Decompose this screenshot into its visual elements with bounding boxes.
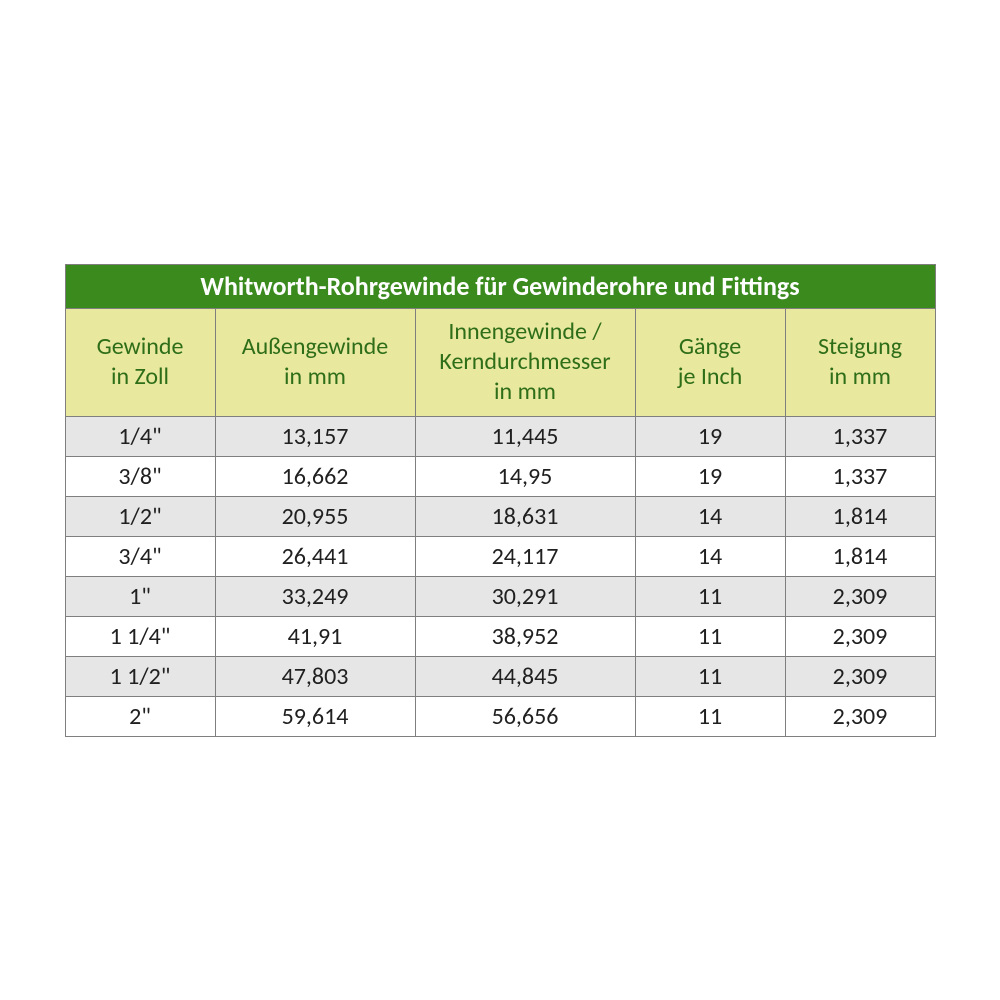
cell: 2,309 (785, 616, 935, 656)
cell: 47,803 (215, 656, 415, 696)
cell: 1,337 (785, 416, 935, 456)
cell: 1 1/4" (65, 616, 215, 656)
col-header-1-l1: Außengewinde (242, 332, 388, 361)
col-header-2: Innengewinde / Kerndurchmesser in mm (415, 308, 635, 416)
cell: 13,157 (215, 416, 415, 456)
table-row: 1"33,24930,291112,309 (65, 576, 935, 616)
cell: 11 (635, 576, 785, 616)
cell: 11 (635, 656, 785, 696)
cell: 11 (635, 696, 785, 736)
canvas: Whitworth-Rohrgewinde für Gewinderohre u… (0, 0, 1000, 1000)
cell: 2,309 (785, 656, 935, 696)
col-header-2-l1: Innengewinde / (448, 317, 601, 346)
cell: 2,309 (785, 576, 935, 616)
col-header-4-l2: in mm (829, 362, 891, 391)
table-row: 2"59,61456,656112,309 (65, 696, 935, 736)
thread-table: Whitworth-Rohrgewinde für Gewinderohre u… (65, 264, 936, 737)
table-body: 1/4"13,15711,445191,337 3/8"16,66214,951… (65, 416, 935, 736)
table-title: Whitworth-Rohrgewinde für Gewinderohre u… (65, 264, 935, 308)
col-header-3-l2: je Inch (678, 362, 743, 391)
cell: 2,309 (785, 696, 935, 736)
cell: 3/4" (65, 536, 215, 576)
cell: 44,845 (415, 656, 635, 696)
cell: 14 (635, 496, 785, 536)
cell: 1 1/2" (65, 656, 215, 696)
cell: 3/8" (65, 456, 215, 496)
cell: 19 (635, 456, 785, 496)
cell: 1,814 (785, 496, 935, 536)
cell: 14,95 (415, 456, 635, 496)
col-header-3-l1: Gänge (679, 332, 741, 361)
col-header-1: Außengewinde in mm (215, 308, 415, 416)
col-header-2-l2: Kerndurchmesser (439, 347, 610, 376)
cell: 1" (65, 576, 215, 616)
cell: 41,91 (215, 616, 415, 656)
cell: 18,631 (415, 496, 635, 536)
cell: 14 (635, 536, 785, 576)
cell: 2" (65, 696, 215, 736)
cell: 11,445 (415, 416, 635, 456)
table-row: 3/4"26,44124,117141,814 (65, 536, 935, 576)
col-header-1-l2: in mm (284, 362, 346, 391)
col-header-0-l2: in Zoll (111, 362, 169, 391)
table-row: 1 1/2"47,80344,845112,309 (65, 656, 935, 696)
cell: 56,656 (415, 696, 635, 736)
table-row: 3/8"16,66214,95191,337 (65, 456, 935, 496)
cell: 33,249 (215, 576, 415, 616)
cell: 1/2" (65, 496, 215, 536)
col-header-4: Steigung in mm (785, 308, 935, 416)
table-row: 1/2"20,95518,631141,814 (65, 496, 935, 536)
cell: 26,441 (215, 536, 415, 576)
cell: 19 (635, 416, 785, 456)
cell: 1,814 (785, 536, 935, 576)
table-row: 1 1/4"41,9138,952112,309 (65, 616, 935, 656)
cell: 16,662 (215, 456, 415, 496)
col-header-2-l3: in mm (494, 377, 556, 406)
col-header-0-l1: Gewinde (97, 332, 184, 361)
cell: 20,955 (215, 496, 415, 536)
col-header-0: Gewinde in Zoll (65, 308, 215, 416)
cell: 59,614 (215, 696, 415, 736)
cell: 1/4" (65, 416, 215, 456)
col-header-4-l1: Steigung (818, 332, 902, 361)
cell: 11 (635, 616, 785, 656)
cell: 1,337 (785, 456, 935, 496)
cell: 30,291 (415, 576, 635, 616)
cell: 24,117 (415, 536, 635, 576)
table-row: 1/4"13,15711,445191,337 (65, 416, 935, 456)
col-header-3: Gänge je Inch (635, 308, 785, 416)
cell: 38,952 (415, 616, 635, 656)
